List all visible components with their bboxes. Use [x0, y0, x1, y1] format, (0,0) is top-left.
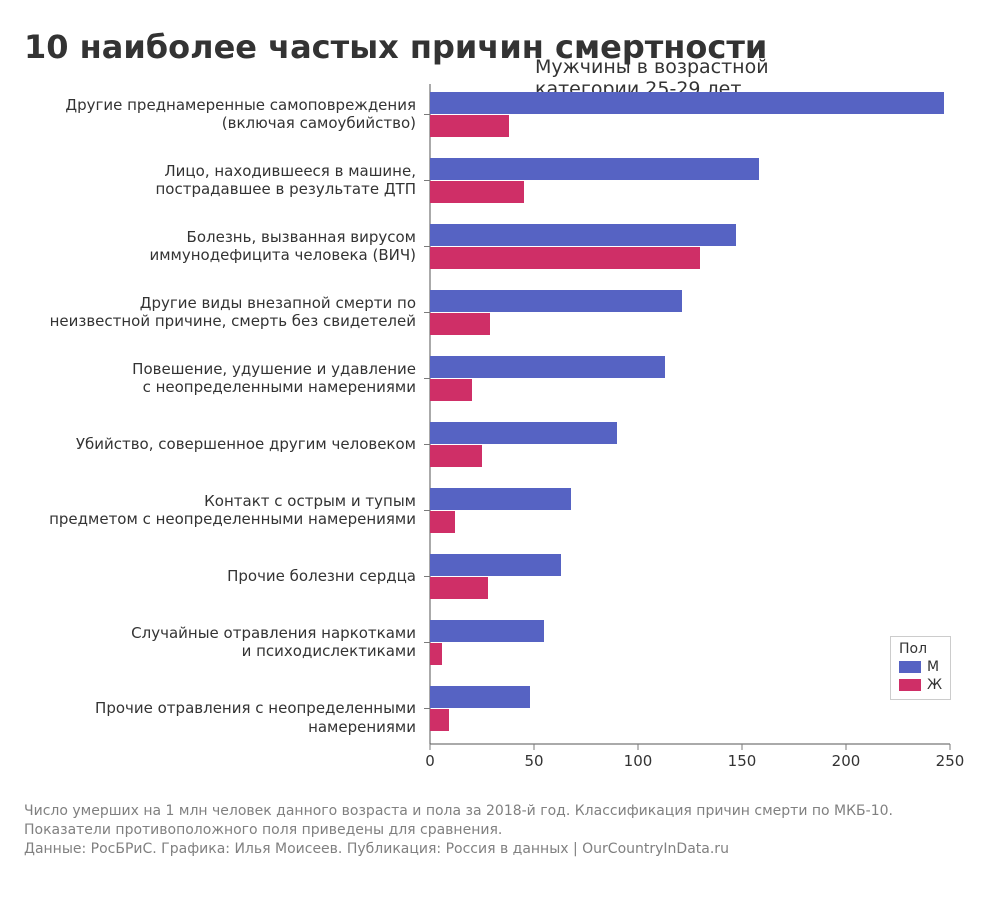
bar-female — [430, 181, 524, 203]
category-label: Случайные отравления наркоткамии психоди… — [36, 624, 416, 662]
category-label: Другие виды внезапной смерти понеизвестн… — [36, 294, 416, 332]
x-tick-label: 50 — [524, 752, 543, 770]
bar-female — [430, 709, 449, 731]
category-label-line: иммунодефицита человека (ВИЧ) — [36, 246, 416, 265]
category-label: Прочие отравления с неопределенными наме… — [36, 699, 416, 737]
bar-female — [430, 577, 488, 599]
legend-swatch-male — [899, 661, 921, 673]
category-label: Лицо, находившееся в машине,пострадавшее… — [36, 162, 416, 200]
bar-male — [430, 686, 530, 708]
x-tick-label: 100 — [624, 752, 653, 770]
category-label: Болезнь, вызванная вирусомиммунодефицита… — [36, 228, 416, 266]
caption-line-1: Число умерших на 1 млн человек данного в… — [24, 802, 893, 821]
category-label-line: (включая самоубийство) — [36, 114, 416, 133]
category-label-line: и психодислектиками — [36, 642, 416, 661]
category-label-line: неизвестной причине, смерть без свидетел… — [36, 312, 416, 331]
legend: Пол М Ж — [890, 636, 951, 700]
x-tick-label: 250 — [936, 752, 965, 770]
legend-label-female: Ж — [927, 677, 942, 693]
bar-male — [430, 620, 544, 642]
bar-male — [430, 224, 736, 246]
bar-female — [430, 379, 472, 401]
plot-area: 050100150200250 — [430, 84, 950, 744]
x-tick-label: 150 — [728, 752, 757, 770]
legend-title: Пол — [899, 641, 942, 657]
bar-female — [430, 445, 482, 467]
legend-row-male: М — [899, 659, 942, 675]
legend-swatch-female — [899, 679, 921, 691]
bar-female — [430, 313, 490, 335]
caption: Число умерших на 1 млн человек данного в… — [24, 802, 893, 859]
category-label-line: с неопределенными намерениями — [36, 378, 416, 397]
category-label: Убийство, совершенное другим человеком — [36, 435, 416, 454]
category-label: Прочие болезни сердца — [36, 567, 416, 586]
bar-female — [430, 115, 509, 137]
category-label-line: Повешение, удушение и удавление — [36, 360, 416, 379]
page: 10 наиболее частых причин смертности Муж… — [0, 0, 1000, 900]
category-label-line: Другие преднамеренные самоповреждения — [36, 96, 416, 115]
category-label-line: Прочие болезни сердца — [36, 567, 416, 586]
bar-male — [430, 356, 665, 378]
bar-female — [430, 511, 455, 533]
category-label-line: Убийство, совершенное другим человеком — [36, 435, 416, 454]
category-label-line: Случайные отравления наркотками — [36, 624, 416, 643]
category-label-line: Контакт с острым и тупым — [36, 492, 416, 511]
category-label-line: Прочие отравления с неопределенными наме… — [36, 699, 416, 737]
legend-row-female: Ж — [899, 677, 942, 693]
bar-female — [430, 247, 700, 269]
category-label-line: Болезнь, вызванная вирусом — [36, 228, 416, 247]
x-tick-label: 200 — [832, 752, 861, 770]
bar-male — [430, 92, 944, 114]
bar-male — [430, 422, 617, 444]
category-label-line: пострадавшее в результате ДТП — [36, 180, 416, 199]
bar-male — [430, 488, 571, 510]
category-label: Повешение, удушение и удавлениес неопред… — [36, 360, 416, 398]
bar-male — [430, 290, 682, 312]
category-label-line: предметом с неопределенными намерениями — [36, 510, 416, 529]
caption-line-3: Данные: РосБРиС. Графика: Илья Моисеев. … — [24, 840, 893, 859]
x-tick-label: 0 — [425, 752, 435, 770]
category-label: Контакт с острым и тупымпредметом с неоп… — [36, 492, 416, 530]
category-label-line: Другие виды внезапной смерти по — [36, 294, 416, 313]
category-label-line: Лицо, находившееся в машине, — [36, 162, 416, 181]
bar-female — [430, 643, 442, 665]
legend-label-male: М — [927, 659, 939, 675]
bar-male — [430, 554, 561, 576]
category-label: Другие преднамеренные самоповреждения(вк… — [36, 96, 416, 134]
bar-male — [430, 158, 759, 180]
caption-line-2: Показатели противоположного поля приведе… — [24, 821, 893, 840]
